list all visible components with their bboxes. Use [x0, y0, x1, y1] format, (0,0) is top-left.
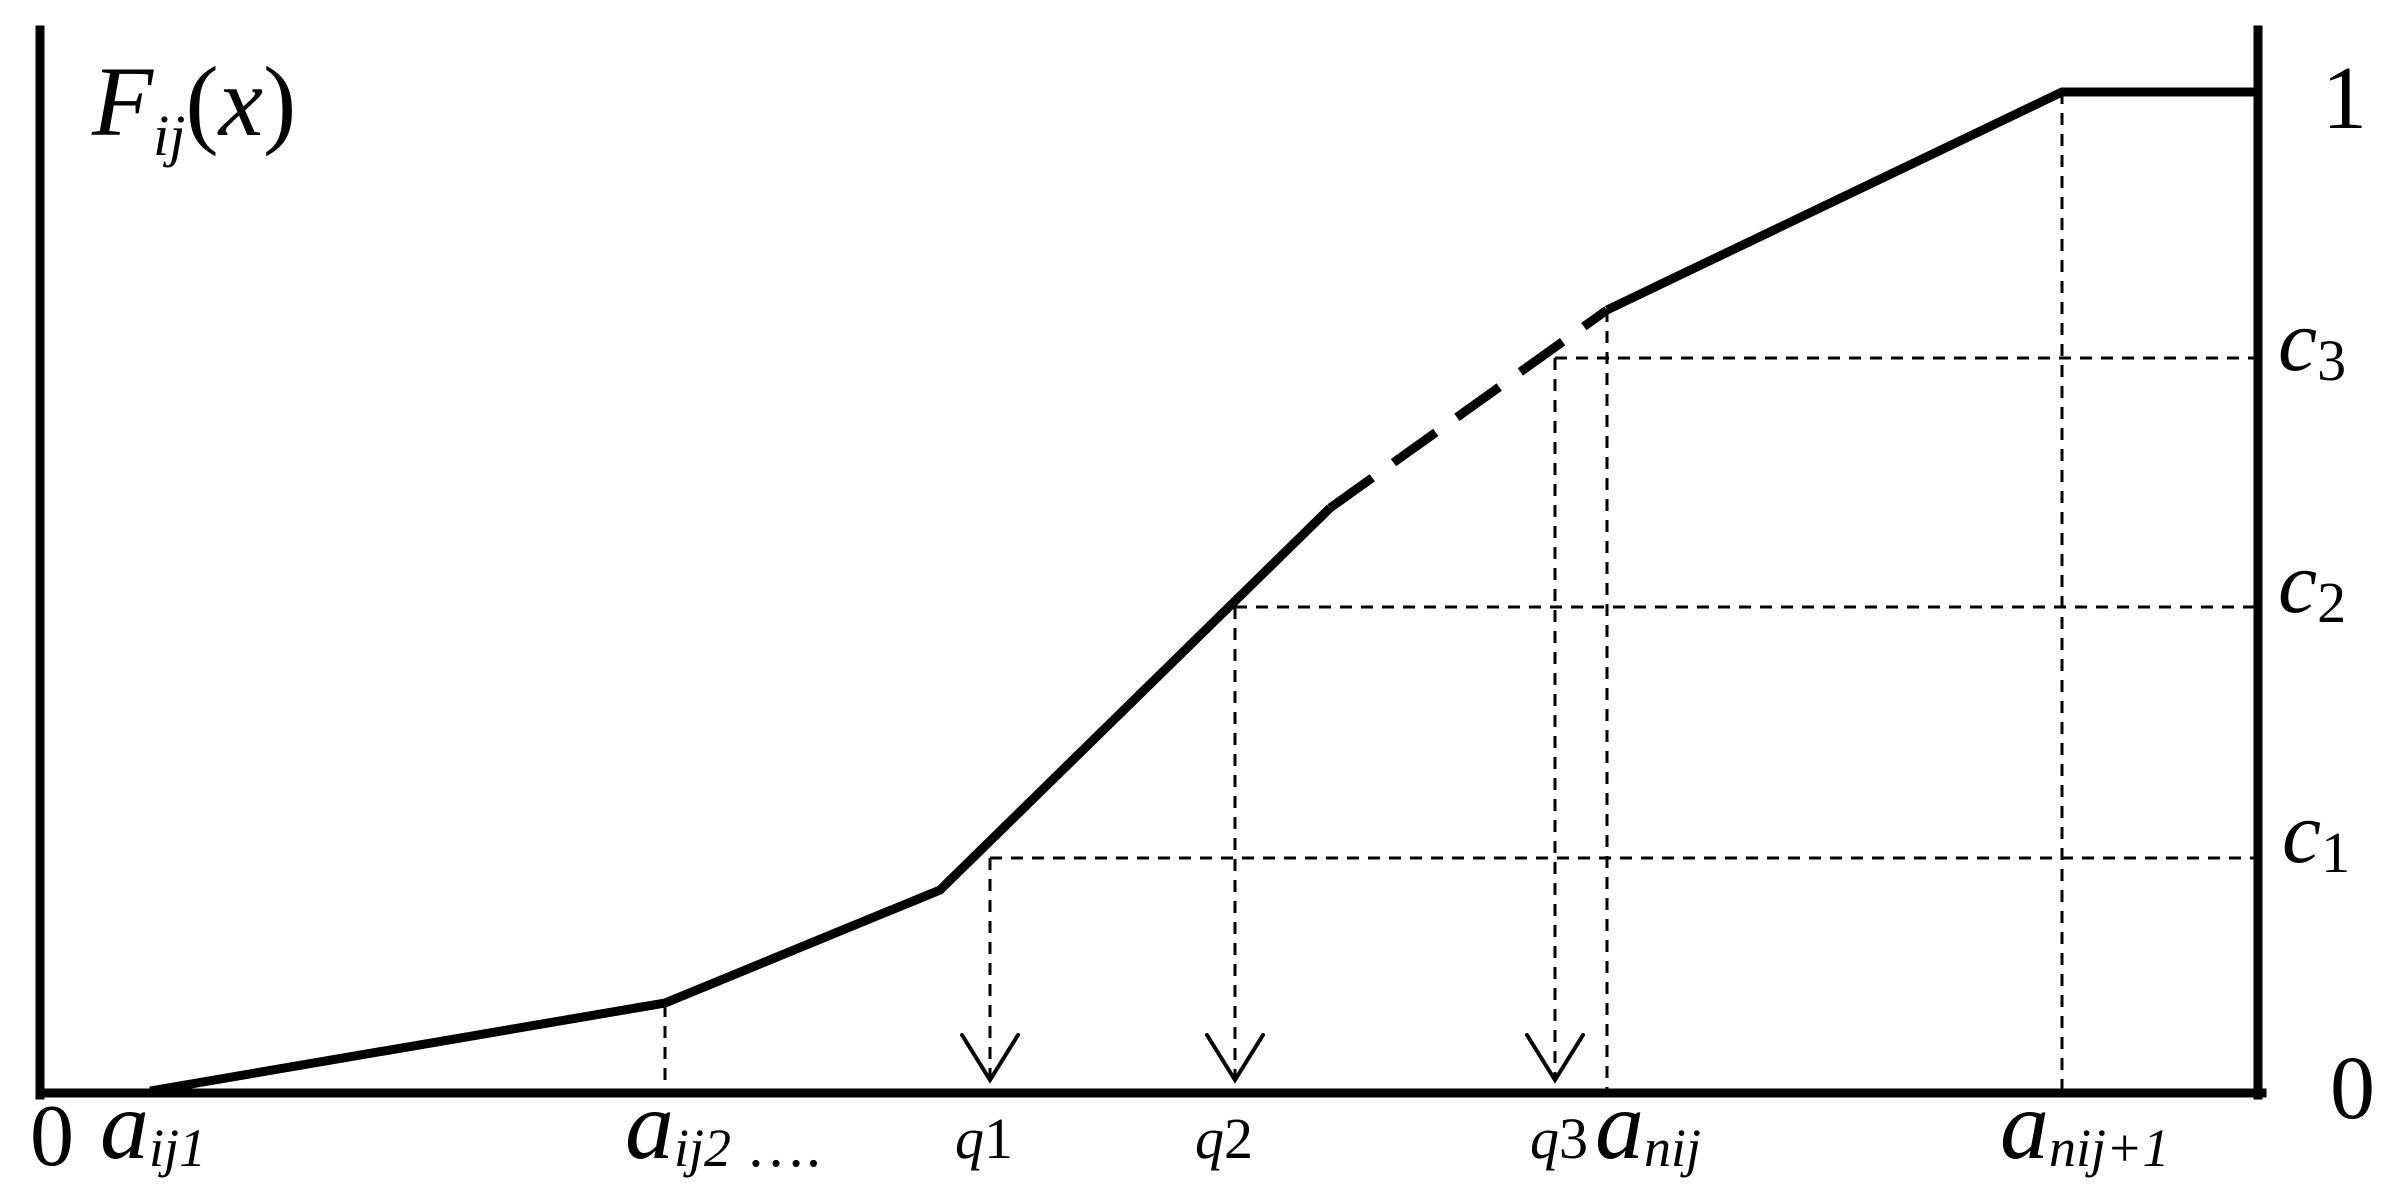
cdf-curve-solid-lower	[149, 504, 1334, 1096]
arrowhead-q1	[960, 1033, 1020, 1084]
cdf-curve-dashed-gap	[1327, 306, 1610, 512]
x-label-letter: a	[100, 1072, 149, 1180]
level-letter: c	[2278, 535, 2317, 632]
level-label-c3: c3	[2278, 293, 2346, 393]
axes	[35, 25, 2267, 1100]
x-label-ellipsis: ….	[731, 1113, 821, 1179]
x-label-aij1: aij1	[100, 1072, 206, 1180]
quantile-index: 2	[1224, 1106, 1253, 1171]
level-letter: c	[2278, 293, 2317, 390]
quantile-letter: q	[1530, 1106, 1559, 1171]
x-label-anij1: anij+1	[2000, 1072, 2169, 1180]
x-label-anij: anij	[1595, 1072, 1701, 1180]
level-index: 1	[2321, 820, 2350, 885]
x-label-subscript: ij1	[149, 1118, 206, 1178]
level-label-c2: c2	[2278, 535, 2346, 635]
level-index: 3	[2317, 328, 2346, 393]
x-label-aij2: aij2 ….	[625, 1072, 821, 1180]
function-close-paren: )	[263, 46, 296, 157]
quantile-label-q1: q1	[955, 1106, 1013, 1171]
origin-label: 0	[30, 1088, 74, 1185]
cdf-curve	[149, 87, 2258, 1096]
level-index: 2	[2317, 570, 2346, 635]
level-label-c1: c1	[2282, 785, 2350, 885]
quantile-letter: q	[1195, 1106, 1224, 1171]
arrowhead-q2	[1205, 1033, 1265, 1084]
x-label-subscript: nij	[1644, 1118, 1701, 1178]
function-title: Fij(x)	[91, 46, 296, 168]
x-label-letter: a	[2000, 1072, 2049, 1180]
function-symbol: F	[91, 46, 154, 157]
cdf-curve-solid-upper	[1605, 87, 2258, 315]
quantile-letter: q	[955, 1106, 984, 1171]
function-open-paren: (	[185, 46, 218, 157]
function-argument: x	[217, 46, 263, 157]
x-label-letter: a	[1595, 1072, 1644, 1180]
quantile-label-q2: q2	[1195, 1106, 1253, 1171]
right-axis-top-label: 1	[2322, 49, 2367, 148]
x-label-subscript: nij+1	[2049, 1118, 2169, 1178]
quantile-arrows	[960, 1033, 1585, 1084]
arrowhead-q3	[1525, 1033, 1585, 1084]
x-label-letter: a	[625, 1072, 674, 1180]
level-letter: c	[2282, 785, 2321, 882]
quantile-index: 3	[1559, 1106, 1588, 1171]
quantile-label-q3: q3	[1530, 1106, 1588, 1171]
function-subscript: ij	[153, 103, 185, 168]
right-axis-bottom-label: 0	[2330, 1039, 2375, 1138]
x-label-subscript: ij2	[674, 1118, 731, 1178]
quantile-index: 1	[984, 1106, 1013, 1171]
guide-lines	[663, 92, 2258, 1093]
